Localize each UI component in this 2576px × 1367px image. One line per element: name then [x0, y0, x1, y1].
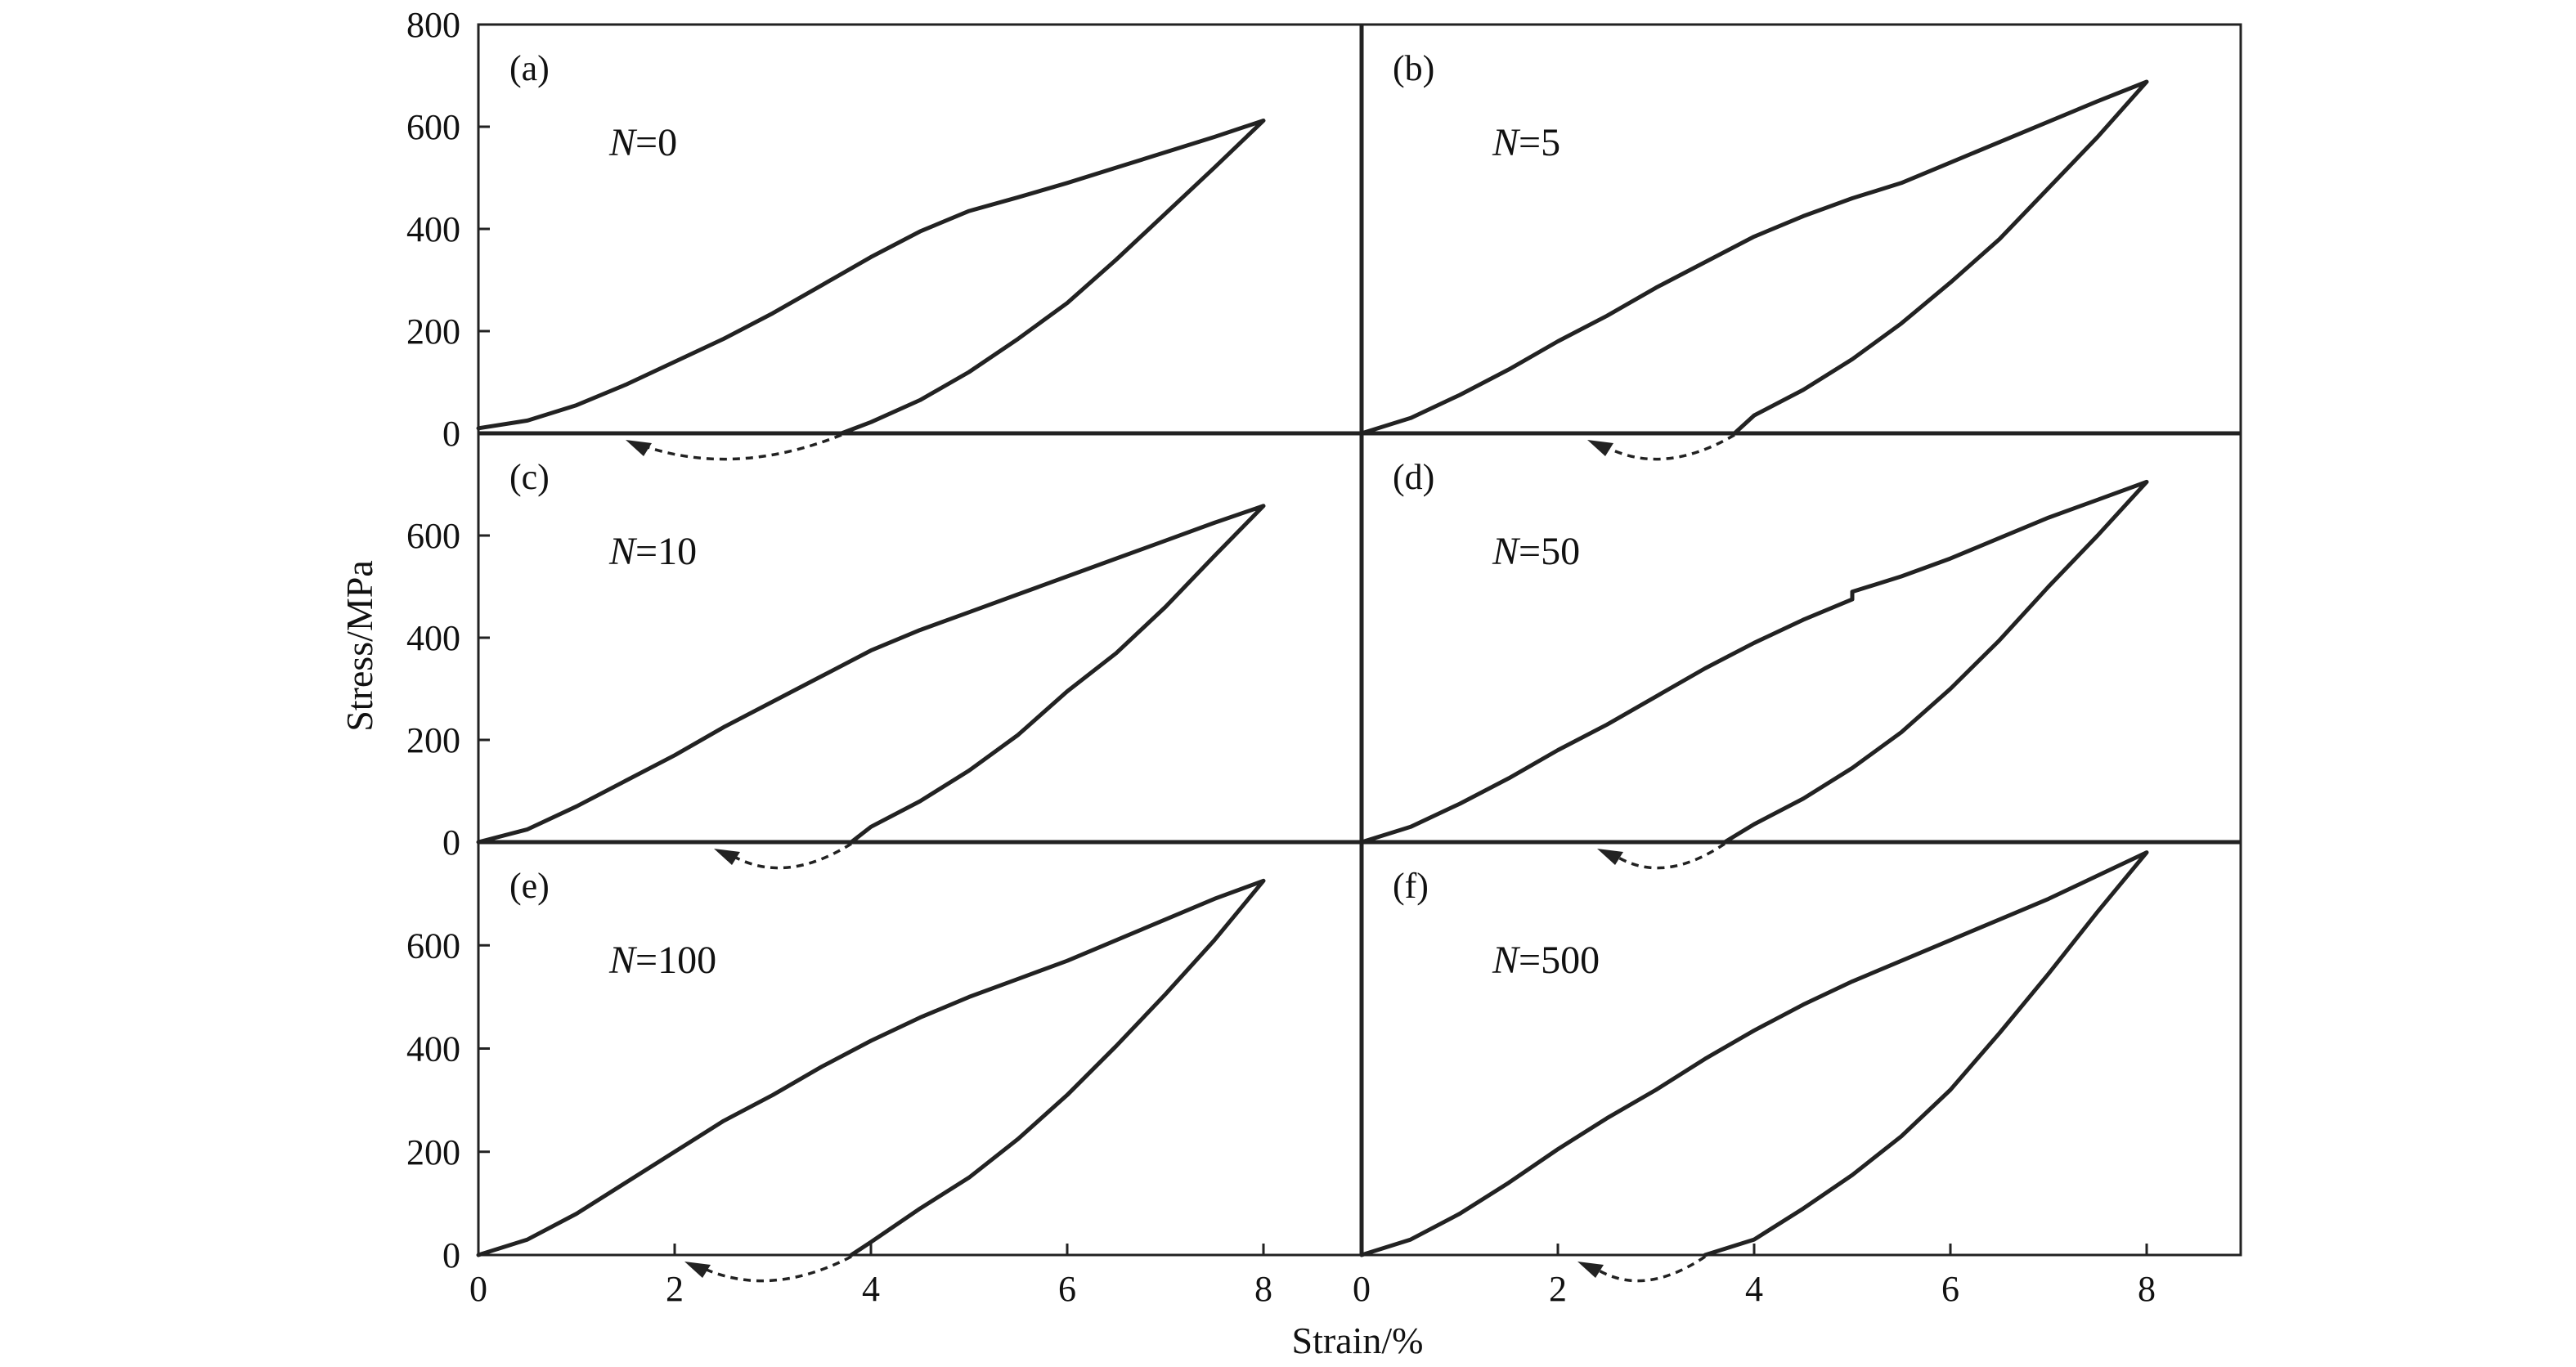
- hysteresis-loop: [476, 878, 1266, 1257]
- residual-strain-arrow: [1591, 1255, 1706, 1283]
- panel-letter-label: (a): [509, 48, 550, 88]
- hysteresis-loop: [1359, 79, 2149, 436]
- y-tick-label: 600: [406, 516, 460, 556]
- cycle-count-label: N=50: [1492, 530, 1580, 573]
- panel-letter-label: (e): [509, 866, 550, 906]
- y-tick-label: 400: [406, 209, 460, 249]
- y-tick-label: 800: [406, 5, 460, 45]
- y-tick-label: 200: [406, 1132, 460, 1172]
- panel-e: [476, 878, 1266, 1283]
- axis-ticks: 0 200 400 600 800 0 200 400 600 0 200 400 600 0 2 4 6 8 0 2…: [406, 5, 2156, 1309]
- arrowhead: [714, 849, 740, 865]
- y-tick-label: 600: [406, 926, 460, 966]
- arrowhead: [626, 440, 652, 456]
- arrowhead: [1597, 849, 1623, 865]
- residual-strain-arrow: [1601, 433, 1735, 461]
- hysteresis-curves: [476, 79, 2149, 1283]
- x-tick-label: 4: [1745, 1269, 1763, 1309]
- arrowhead: [1577, 1262, 1604, 1278]
- x-tick-label: 6: [1058, 1269, 1076, 1309]
- panel-f: [1359, 850, 2149, 1283]
- panel-labels: (a) N=0 (b) N=5 (c) N=10 (d) N=50 (e) N=100 (f) N=5…: [509, 48, 1600, 982]
- y-tick-label: 0: [442, 1235, 460, 1275]
- x-tick-label: 8: [2138, 1269, 2156, 1309]
- panel-letter-label: (c): [509, 457, 550, 497]
- x-tick-label: 2: [666, 1269, 684, 1309]
- panel-letter-label: (d): [1393, 457, 1434, 497]
- y-tick-label: 200: [406, 311, 460, 352]
- hysteresis-loop: [1359, 479, 2149, 845]
- y-tick-label: 200: [406, 720, 460, 760]
- panel-d: [1359, 479, 2149, 870]
- x-tick-label: 6: [1941, 1269, 1959, 1309]
- panel-letter-label: (b): [1393, 48, 1434, 88]
- x-tick-label: 0: [469, 1269, 487, 1309]
- y-tick-label: 0: [442, 414, 460, 454]
- residual-strain-arrow: [1611, 842, 1726, 870]
- x-tick-label: 8: [1254, 1269, 1272, 1309]
- arrowhead: [684, 1262, 711, 1278]
- panel-a: [476, 119, 1266, 461]
- y-tick-label: 400: [406, 618, 460, 658]
- y-tick-label: 600: [406, 107, 460, 147]
- hysteresis-loop: [1359, 850, 2149, 1257]
- x-tick-label: 0: [1353, 1269, 1371, 1309]
- panel-letter-label: (f): [1393, 866, 1429, 906]
- x-axis-title: Strain/%: [1292, 1320, 1424, 1361]
- hysteresis-loop: [476, 504, 1266, 845]
- residual-strain-arrow: [640, 433, 842, 461]
- cycle-count-label: N=100: [608, 939, 716, 982]
- y-tick-label: 400: [406, 1029, 460, 1069]
- y-axis-title: Stress/MPa: [339, 560, 380, 732]
- x-tick-label: 4: [862, 1269, 880, 1309]
- cycle-count-label: N=500: [1492, 939, 1600, 982]
- panel-c: [476, 504, 1266, 870]
- panel-b: [1359, 79, 2149, 461]
- residual-strain-arrow: [698, 1255, 852, 1283]
- arrowhead: [1587, 440, 1613, 456]
- hysteresis-loop: [476, 119, 1266, 436]
- residual-strain-arrow: [728, 842, 852, 870]
- y-tick-label: 0: [442, 822, 460, 863]
- cycle-count-label: N=5: [1492, 121, 1560, 164]
- cycle-count-label: N=10: [608, 530, 697, 573]
- cycle-count-label: N=0: [608, 121, 677, 164]
- plot-frame: [477, 23, 2242, 1257]
- x-tick-label: 2: [1549, 1269, 1567, 1309]
